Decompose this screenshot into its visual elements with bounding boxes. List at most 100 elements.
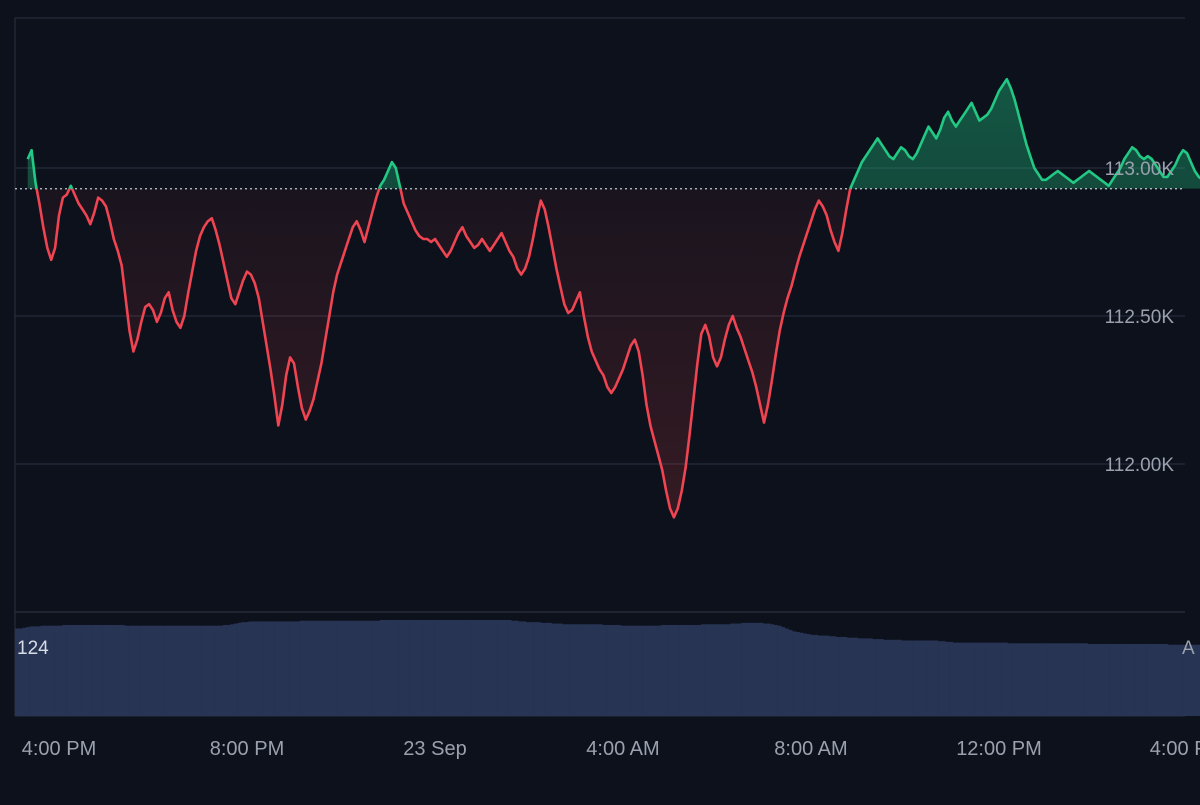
volume-bar (1080, 643, 1085, 716)
volume-bar (1011, 643, 1016, 716)
volume-bar (719, 624, 724, 716)
volume-bar (562, 624, 567, 716)
volume-bar (379, 620, 384, 716)
volume-bar (449, 620, 454, 716)
volume-bar (890, 639, 895, 716)
x-tick-label-6: 4:00 PM (1150, 738, 1200, 760)
volume-bar (901, 640, 906, 716)
volume-bar (452, 620, 457, 716)
volume-bar (135, 625, 140, 716)
volume-bar (215, 625, 220, 716)
volume-bar (430, 620, 435, 716)
volume-bar (33, 626, 38, 716)
volume-bar (1149, 644, 1154, 716)
area-fill-below (36, 188, 851, 518)
volume-bar (821, 635, 826, 716)
volume-bar (77, 624, 81, 716)
volume-bar (336, 620, 341, 716)
area-fill-above (27, 79, 1200, 189)
volume-bar (682, 624, 687, 716)
volume-bar (1076, 643, 1081, 716)
volume-bar (693, 624, 698, 716)
volume-bar (139, 625, 144, 716)
volume-bar (1160, 644, 1165, 716)
volume-bar (332, 620, 337, 716)
volume-bar (492, 620, 497, 716)
volume-bar (522, 621, 527, 716)
volume-bar (142, 625, 147, 716)
volume-bar (467, 620, 472, 716)
volume-bar (609, 624, 614, 716)
volume-bar (919, 640, 924, 716)
volume-bar (219, 625, 224, 716)
volume-bar (120, 624, 125, 716)
volume-bar (978, 642, 983, 716)
volume-bar (722, 624, 727, 716)
price-line[interactable] (26, 77, 1200, 519)
volume-bar (281, 621, 286, 716)
volume-bar (372, 620, 377, 716)
volume-bar (525, 622, 530, 716)
volume-value-label: 124 (17, 638, 49, 659)
volume-bar (879, 639, 884, 716)
price-line-up[interactable] (26, 77, 1200, 517)
volume-bar (1109, 644, 1114, 716)
volume-bar (277, 621, 282, 716)
volume-bar (730, 623, 735, 716)
volume-bar (587, 624, 592, 716)
volume-bar (511, 620, 516, 716)
volume-bar (288, 621, 293, 716)
volume-bar (1058, 643, 1063, 716)
volume-bar (985, 642, 990, 716)
volume-bar (569, 624, 574, 716)
volume-bar (533, 622, 538, 716)
volume-bar (916, 640, 921, 716)
volume-bar (303, 620, 308, 716)
volume-bar (489, 620, 494, 716)
volume-bar (22, 627, 27, 716)
volume-bar (157, 625, 162, 716)
volume-bar (18, 628, 23, 716)
volume-bar (376, 620, 381, 716)
volume-bar (325, 620, 330, 716)
volume-bar (1069, 643, 1074, 716)
volume-bar (1178, 644, 1183, 716)
volume-bar (1197, 644, 1200, 716)
volume-bar (1051, 643, 1056, 716)
volume-bar (361, 620, 366, 716)
volume-bar (383, 620, 388, 716)
volume-bar (208, 625, 213, 716)
volume-bar (91, 624, 96, 716)
volume-bar (679, 624, 684, 716)
volume-bar (956, 642, 961, 716)
volume-bar (478, 620, 483, 716)
volume-bar (84, 624, 89, 716)
volume-bar (773, 624, 778, 716)
price-line-down[interactable] (28, 79, 1200, 519)
volume-bar (1084, 643, 1089, 716)
volume-bar (1124, 644, 1129, 716)
y-tick-label-1: 112.50K (1105, 307, 1175, 328)
volume-bar (47, 625, 52, 716)
volume-bar (55, 625, 60, 716)
volume-bar (671, 624, 676, 716)
volume-bar (62, 624, 67, 716)
volume-bar (168, 625, 173, 716)
volume-bar (153, 625, 158, 716)
volume-bar (1029, 643, 1034, 716)
volume-right-label: A (1182, 638, 1195, 659)
volume-bar (113, 624, 118, 716)
volume-bar (445, 620, 450, 716)
volume-bar (806, 634, 811, 716)
volume-bar (226, 624, 231, 716)
volume-bar (69, 624, 74, 716)
volume-bar (1153, 644, 1158, 716)
volume-bar (529, 622, 534, 716)
volume-bar (471, 620, 476, 716)
volume-bar (186, 625, 191, 716)
volume-bar (1186, 644, 1191, 716)
volume-bar (733, 623, 738, 716)
y-tick-label-2: 112.00K (1105, 455, 1175, 476)
